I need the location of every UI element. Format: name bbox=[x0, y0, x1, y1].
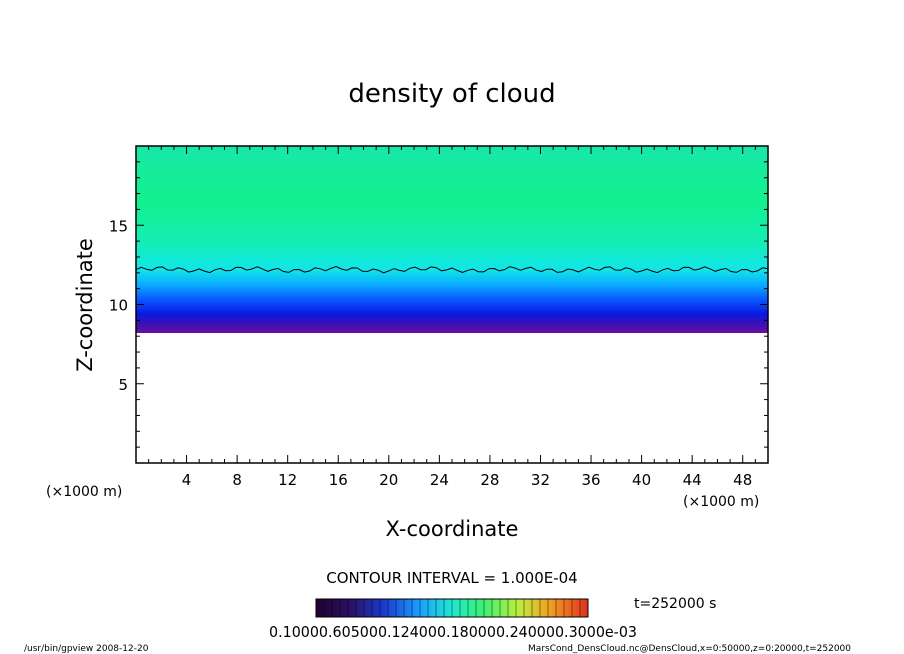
colorbar-labels: 0.10000.605000.124000.180000.240000.3000… bbox=[269, 623, 637, 641]
chart-title: density of cloud bbox=[348, 79, 555, 109]
x-unit-left: (×1000 m) bbox=[46, 484, 122, 500]
y-tick-label: 10 bbox=[109, 297, 128, 315]
y-tick-label: 5 bbox=[118, 376, 128, 394]
x-tick-label: 48 bbox=[733, 471, 752, 489]
contour-interval: CONTOUR INTERVAL = 1.000E-04 bbox=[326, 569, 577, 587]
footer-left: /usr/bin/gpview 2008-12-20 bbox=[24, 644, 149, 654]
x-tick-label: 36 bbox=[581, 471, 600, 489]
contour-line bbox=[135, 265, 769, 274]
cloud-field bbox=[136, 146, 768, 334]
y-axis-label: Z-coordinate bbox=[73, 238, 97, 372]
x-tick-label: 40 bbox=[632, 471, 651, 489]
x-tick-label: 20 bbox=[379, 471, 398, 489]
time-label: t=252000 s bbox=[634, 596, 716, 612]
colorbar-ticks bbox=[323, 599, 581, 617]
x-tick-label: 16 bbox=[329, 471, 348, 489]
x-tick-label: 44 bbox=[683, 471, 702, 489]
x-tick-label: 24 bbox=[430, 471, 449, 489]
footer-right: MarsCond_DensCloud.nc@DensCloud,x=0:5000… bbox=[528, 644, 851, 654]
x-tick-label: 12 bbox=[278, 471, 297, 489]
y-tick-label: 15 bbox=[109, 217, 128, 235]
x-tick-label: 28 bbox=[480, 471, 499, 489]
x-unit-right: (×1000 m) bbox=[683, 494, 759, 510]
x-axis-label: X-coordinate bbox=[386, 517, 519, 541]
x-tick-label: 4 bbox=[182, 471, 192, 489]
x-tick-label: 8 bbox=[232, 471, 242, 489]
x-tick-label: 32 bbox=[531, 471, 550, 489]
